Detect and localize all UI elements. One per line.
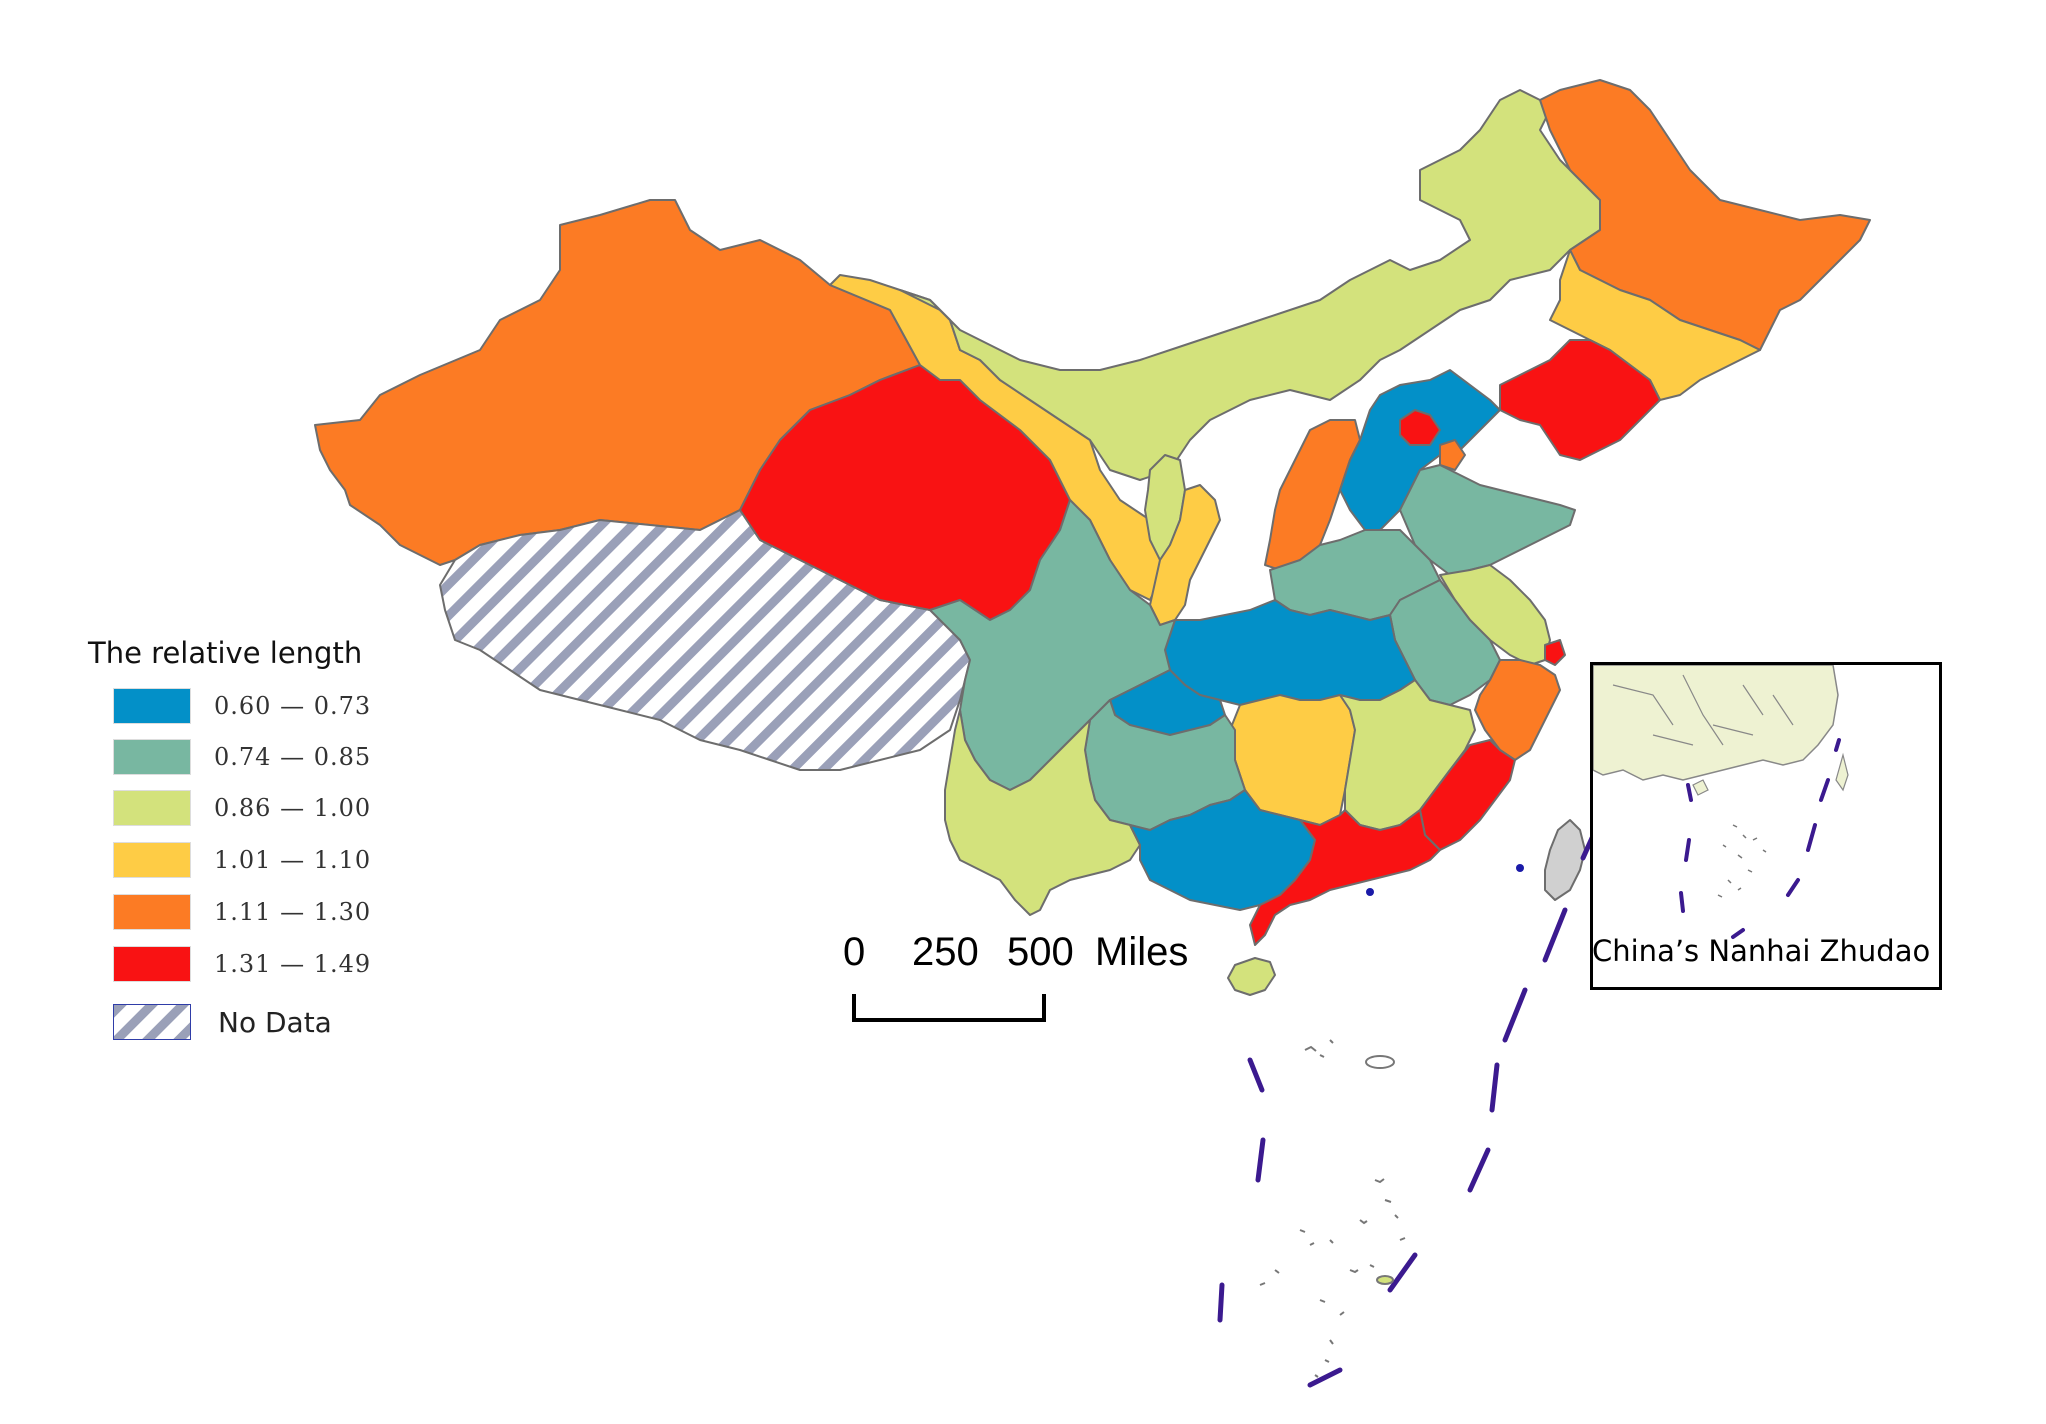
region-beijing	[1399, 409, 1441, 446]
region-taiwan	[1544, 819, 1586, 901]
scale-tick-250: 250	[912, 930, 979, 974]
legend-label: 1.11 — 1.30	[214, 898, 372, 926]
legend-item: 0.74 — 0.85	[113, 737, 371, 777]
legend-swatch	[113, 739, 191, 775]
region-guangdong	[1249, 809, 1441, 946]
legend-swatch	[113, 842, 191, 878]
region-yunnan	[944, 709, 1141, 916]
region-liaoning	[1499, 339, 1661, 461]
region-shanghai	[1544, 639, 1566, 666]
region-heilongjiang	[1539, 79, 1871, 351]
legend-label: 1.01 — 1.10	[214, 846, 372, 874]
legend-label: 1.31 — 1.49	[214, 950, 372, 978]
region-tibet-no-data	[439, 509, 971, 771]
region-hong-kong	[1366, 888, 1374, 896]
region-macau	[1516, 864, 1524, 872]
legend-label: 0.86 — 1.00	[214, 794, 372, 822]
legend-swatch	[113, 790, 191, 826]
region-shanxi	[1264, 419, 1361, 571]
no-data-label: No Data	[218, 1005, 332, 1039]
legend-item: 1.31 — 1.49	[113, 944, 371, 984]
legend-label: 0.60 — 0.73	[214, 692, 372, 720]
region-tianjin	[1439, 439, 1466, 471]
legend-item: 0.60 — 0.73	[113, 686, 371, 726]
inset-label: China’s Nanhai Zhudao	[1592, 934, 1931, 968]
no-data-swatch	[113, 1004, 191, 1040]
scale-bar	[852, 994, 1046, 1022]
legend-item-no-data: No Data	[113, 1002, 332, 1042]
region-hainan	[1227, 957, 1276, 996]
south-sea-islands	[1259, 1039, 1406, 1378]
region-jilin	[1549, 249, 1761, 401]
scale-unit: Miles	[1095, 930, 1189, 974]
legend-item: 0.86 — 1.00	[113, 788, 371, 828]
legend-item: 1.01 — 1.10	[113, 840, 371, 880]
legend-swatch	[113, 894, 191, 930]
region-fujian	[1419, 739, 1516, 851]
legend-item: 1.11 — 1.30	[113, 892, 371, 932]
legend-title: The relative length	[88, 636, 363, 670]
nine-dash-line	[1217, 835, 1595, 1388]
scale-tick-0: 0	[843, 930, 866, 974]
legend-swatch	[113, 946, 191, 982]
region-zhejiang	[1474, 659, 1561, 761]
inset-map	[1592, 664, 1849, 939]
legend-label: 0.74 — 0.85	[214, 743, 372, 771]
inset-frame	[1590, 662, 1942, 990]
scale-tick-500: 500	[1007, 930, 1074, 974]
legend-swatch	[113, 688, 191, 724]
